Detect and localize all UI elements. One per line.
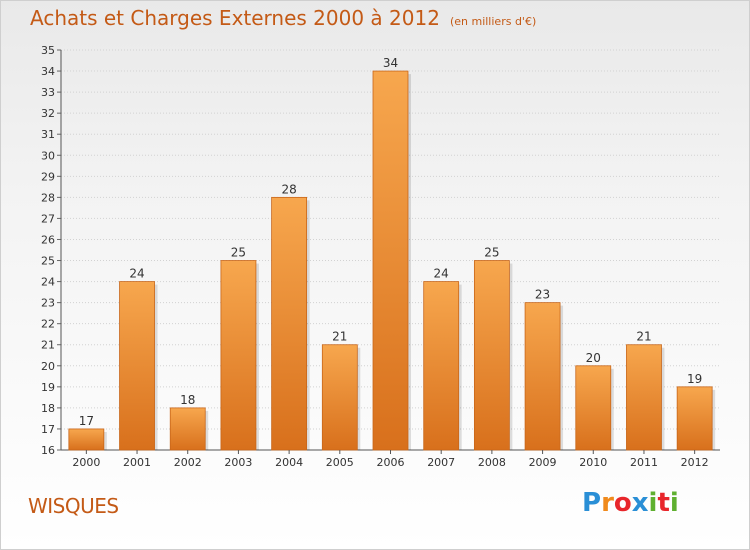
x-tick-label: 2011 — [630, 456, 658, 469]
logo-letter: i — [669, 488, 679, 518]
y-tick-label: 35 — [41, 44, 55, 57]
x-tick-label: 2005 — [326, 456, 354, 469]
y-tick-label: 16 — [41, 444, 55, 457]
y-tick-label: 19 — [41, 381, 55, 394]
bar-value-label: 25 — [231, 246, 246, 260]
town-name: WISQUES — [28, 494, 119, 518]
x-tick-label: 2000 — [72, 456, 100, 469]
bar-value-label: 21 — [636, 330, 651, 344]
bar — [372, 70, 409, 451]
x-tick-label: 2003 — [224, 456, 252, 469]
logo-letter: r — [601, 488, 614, 518]
y-tick-label: 26 — [41, 233, 55, 246]
logo-letter: x — [631, 488, 649, 518]
bar — [321, 344, 358, 451]
bar-value-label: 21 — [332, 330, 347, 344]
x-tick-label: 2009 — [529, 456, 557, 469]
y-tick-label: 20 — [41, 360, 55, 373]
bar — [119, 281, 155, 451]
bar — [169, 407, 206, 451]
chart-title: Achats et Charges Externes 2000 à 2012 (e… — [30, 6, 536, 30]
bar-value-label: 25 — [484, 246, 499, 260]
bar — [271, 196, 308, 451]
x-tick-label: 2012 — [681, 456, 709, 469]
y-tick-label: 24 — [41, 276, 55, 289]
x-tick-label: 2002 — [174, 456, 202, 469]
x-tick-label: 2010 — [579, 456, 607, 469]
bar — [524, 302, 561, 451]
y-tick-label: 29 — [41, 170, 55, 183]
bar-value-label: 34 — [383, 56, 398, 70]
y-tick-label: 17 — [41, 423, 55, 436]
y-tick-label: 30 — [41, 149, 55, 162]
logo-letter: t — [657, 488, 670, 518]
y-tick-label: 27 — [41, 212, 55, 225]
y-tick-label: 23 — [41, 297, 55, 310]
y-tick-label: 33 — [41, 86, 55, 99]
chart-title-text: Achats et Charges Externes 2000 à 2012 — [30, 6, 440, 30]
logo-letter: P — [582, 488, 602, 518]
y-tick-label: 22 — [41, 318, 55, 331]
bar — [626, 344, 662, 451]
y-tick-label: 31 — [41, 128, 55, 141]
bar — [423, 281, 460, 451]
bar — [473, 260, 510, 451]
bar — [68, 428, 105, 451]
bar-value-label: 28 — [281, 182, 296, 196]
bar-value-label: 24 — [129, 267, 144, 281]
chart-subtitle: (en milliers d'€) — [449, 15, 537, 28]
y-tick-label: 18 — [41, 402, 55, 415]
x-tick-label: 2007 — [427, 456, 455, 469]
proxiti-logo: Proxiti — [582, 488, 679, 518]
bar — [676, 386, 713, 451]
y-tick-label: 21 — [41, 339, 55, 352]
logo-letter: o — [613, 488, 632, 518]
x-tick-label: 2008 — [478, 456, 506, 469]
bar-value-label: 24 — [434, 267, 449, 281]
bar — [575, 365, 612, 451]
y-tick-label: 25 — [41, 255, 55, 268]
y-tick-label: 28 — [41, 191, 55, 204]
bar-value-label: 19 — [687, 372, 702, 386]
y-tick-label: 32 — [41, 107, 55, 120]
bar-value-label: 23 — [535, 288, 550, 302]
bar-value-label: 20 — [586, 351, 601, 365]
bar — [220, 260, 257, 451]
y-tick-label: 34 — [41, 65, 55, 78]
x-tick-label: 2001 — [123, 456, 151, 469]
bar-value-label: 18 — [180, 393, 195, 407]
x-tick-label: 2004 — [275, 456, 303, 469]
x-tick-label: 2006 — [377, 456, 405, 469]
bar-value-label: 17 — [79, 414, 94, 428]
logo-letter: i — [648, 488, 658, 518]
